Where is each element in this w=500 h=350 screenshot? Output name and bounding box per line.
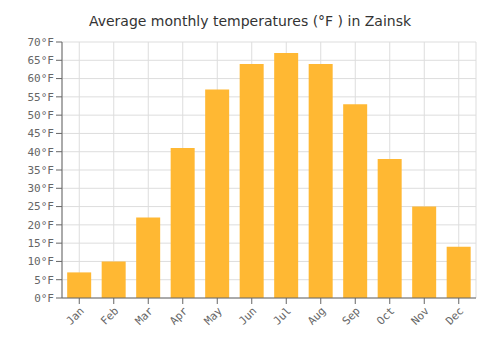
- svg-text:Jun: Jun: [236, 304, 259, 327]
- html-text:Average monthly temperatures (: Average monthly temperatures (°F ) in Za…: [88, 13, 412, 29]
- svg-text:Mar: Mar: [133, 304, 157, 328]
- svg-text:30°F: 30°F: [28, 182, 55, 195]
- svg-text:10°F: 10°F: [28, 255, 55, 268]
- svg-text:May: May: [202, 304, 226, 328]
- svg-text:70°F: 70°F: [28, 36, 55, 49]
- svg-text:40°F: 40°F: [28, 146, 55, 159]
- svg-text:50°F: 50°F: [28, 109, 55, 122]
- svg-text:Dec: Dec: [443, 304, 466, 327]
- svg-text:25°F: 25°F: [28, 200, 55, 213]
- svg-text:15°F: 15°F: [28, 237, 55, 250]
- svg-text:Sep: Sep: [340, 304, 363, 327]
- svg-text:45°F: 45°F: [28, 127, 55, 140]
- svg-text:Nov: Nov: [409, 304, 433, 328]
- svg-text:Feb: Feb: [98, 304, 121, 327]
- svg-text:60°F: 60°F: [28, 72, 55, 85]
- svg-text:0°F: 0°F: [34, 292, 54, 305]
- svg-text:20°F: 20°F: [28, 219, 55, 232]
- svg-text:Jul: Jul: [271, 304, 294, 327]
- svg-text:Oct: Oct: [374, 304, 397, 327]
- svg-text:Jan: Jan: [64, 304, 87, 327]
- svg-text:35°F: 35°F: [28, 164, 55, 177]
- svg-text:Aug: Aug: [305, 304, 328, 327]
- svg-text:5°F: 5°F: [34, 274, 54, 287]
- svg-text:55°F: 55°F: [28, 91, 55, 104]
- svg-text:65°F: 65°F: [28, 54, 55, 67]
- svg-text:Apr: Apr: [167, 304, 191, 328]
